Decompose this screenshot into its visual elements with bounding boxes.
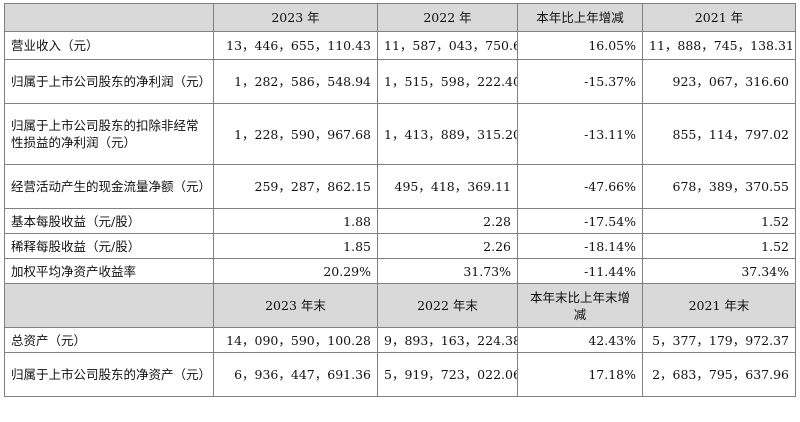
- table-row: 归属于上市公司股东的扣除非经常性损益的净利润（元） 1，228，590，967.…: [4, 103, 796, 165]
- table-cell: 259，287，862.15: [213, 164, 378, 209]
- table-cell: 20.29%: [213, 258, 378, 284]
- financial-table-container: 2023 年 2022 年 本年比上年增减 2021 年 营业收入（元） 13，…: [4, 3, 796, 397]
- table-row: 经营活动产生的现金流量净额（元） 259，287，862.15 495，418，…: [4, 164, 796, 209]
- row-label: 归属于上市公司股东的净资产（元）: [4, 352, 214, 397]
- table-cell: 2.26: [377, 233, 518, 259]
- financial-summary-table: 2023 年 2022 年 本年比上年增减 2021 年 营业收入（元） 13，…: [4, 3, 796, 397]
- table-cell: 1.52: [642, 233, 796, 259]
- table-cell: 2，683，795，637.96: [642, 352, 796, 397]
- row-label: 营业收入（元）: [4, 31, 214, 60]
- table-cell: 5，377，179，972.37: [642, 327, 796, 353]
- table-cell: 1，228，590，967.68: [213, 103, 378, 165]
- header-cell: 2022 年末: [377, 283, 518, 328]
- row-label: 加权平均净资产收益率: [4, 258, 214, 284]
- header-cell: 2021 年: [642, 3, 796, 32]
- table-cell: 1，282，586，548.94: [213, 59, 378, 104]
- header-cell: 本年末比上年末增减: [517, 283, 643, 328]
- header-cell: 2023 年末: [213, 283, 378, 328]
- table-row: 稀释每股收益（元/股） 1.85 2.26 -18.14% 1.52: [4, 233, 796, 259]
- table-row: 营业收入（元） 13，446，655，110.43 11，587，043，750…: [4, 31, 796, 60]
- table-cell: 13，446，655，110.43: [213, 31, 378, 60]
- table-row: 基本每股收益（元/股） 1.88 2.28 -17.54% 1.52: [4, 208, 796, 234]
- header-cell: 本年比上年增减: [517, 3, 643, 32]
- table-cell: 1.52: [642, 208, 796, 234]
- table-cell: 495，418，369.11: [377, 164, 518, 209]
- table-cell: 1.88: [213, 208, 378, 234]
- table-cell: -17.54%: [517, 208, 643, 234]
- table-cell: -11.44%: [517, 258, 643, 284]
- table-cell: 11，587，043，750.68: [377, 31, 518, 60]
- table-cell: 31.73%: [377, 258, 518, 284]
- header-cell: 2023 年: [213, 3, 378, 32]
- table-cell: 2.28: [377, 208, 518, 234]
- table-cell: 14，090，590，100.28: [213, 327, 378, 353]
- table-cell: 16.05%: [517, 31, 643, 60]
- table-row: 总资产（元） 14，090，590，100.28 9，893，163，224.3…: [4, 327, 796, 353]
- table-cell: 678，389，370.55: [642, 164, 796, 209]
- table-header-row: 2023 年 2022 年 本年比上年增减 2021 年: [4, 3, 796, 32]
- table-cell: -18.14%: [517, 233, 643, 259]
- table-row: 归属于上市公司股东的净利润（元） 1，282，586，548.94 1，515，…: [4, 59, 796, 104]
- table-cell: 1，515，598，222.40: [377, 59, 518, 104]
- header-cell: [4, 3, 214, 32]
- table-cell: 11，888，745，138.31: [642, 31, 796, 60]
- table-cell: -47.66%: [517, 164, 643, 209]
- header-cell: 2021 年末: [642, 283, 796, 328]
- row-label: 归属于上市公司股东的净利润（元）: [4, 59, 214, 104]
- table-cell: 42.43%: [517, 327, 643, 353]
- row-label: 总资产（元）: [4, 327, 214, 353]
- table-cell: 923，067，316.60: [642, 59, 796, 104]
- table-header-row: 2023 年末 2022 年末 本年末比上年末增减 2021 年末: [4, 283, 796, 328]
- table-cell: 1，413，889，315.20: [377, 103, 518, 165]
- table-row: 加权平均净资产收益率 20.29% 31.73% -11.44% 37.34%: [4, 258, 796, 284]
- table-cell: 37.34%: [642, 258, 796, 284]
- row-label: 经营活动产生的现金流量净额（元）: [4, 164, 214, 209]
- row-label: 基本每股收益（元/股）: [4, 208, 214, 234]
- table-cell: 5，919，723，022.06: [377, 352, 518, 397]
- table-cell: -15.37%: [517, 59, 643, 104]
- table-row: 归属于上市公司股东的净资产（元） 6，936，447，691.36 5，919，…: [4, 352, 796, 397]
- table-cell: -13.11%: [517, 103, 643, 165]
- table-cell: 855，114，797.02: [642, 103, 796, 165]
- table-cell: 17.18%: [517, 352, 643, 397]
- row-label: 稀释每股收益（元/股）: [4, 233, 214, 259]
- table-cell: 6，936，447，691.36: [213, 352, 378, 397]
- header-cell: 2022 年: [377, 3, 518, 32]
- table-cell: 1.85: [213, 233, 378, 259]
- row-label: 归属于上市公司股东的扣除非经常性损益的净利润（元）: [4, 103, 214, 165]
- table-cell: 9，893，163，224.38: [377, 327, 518, 353]
- header-cell: [4, 283, 214, 328]
